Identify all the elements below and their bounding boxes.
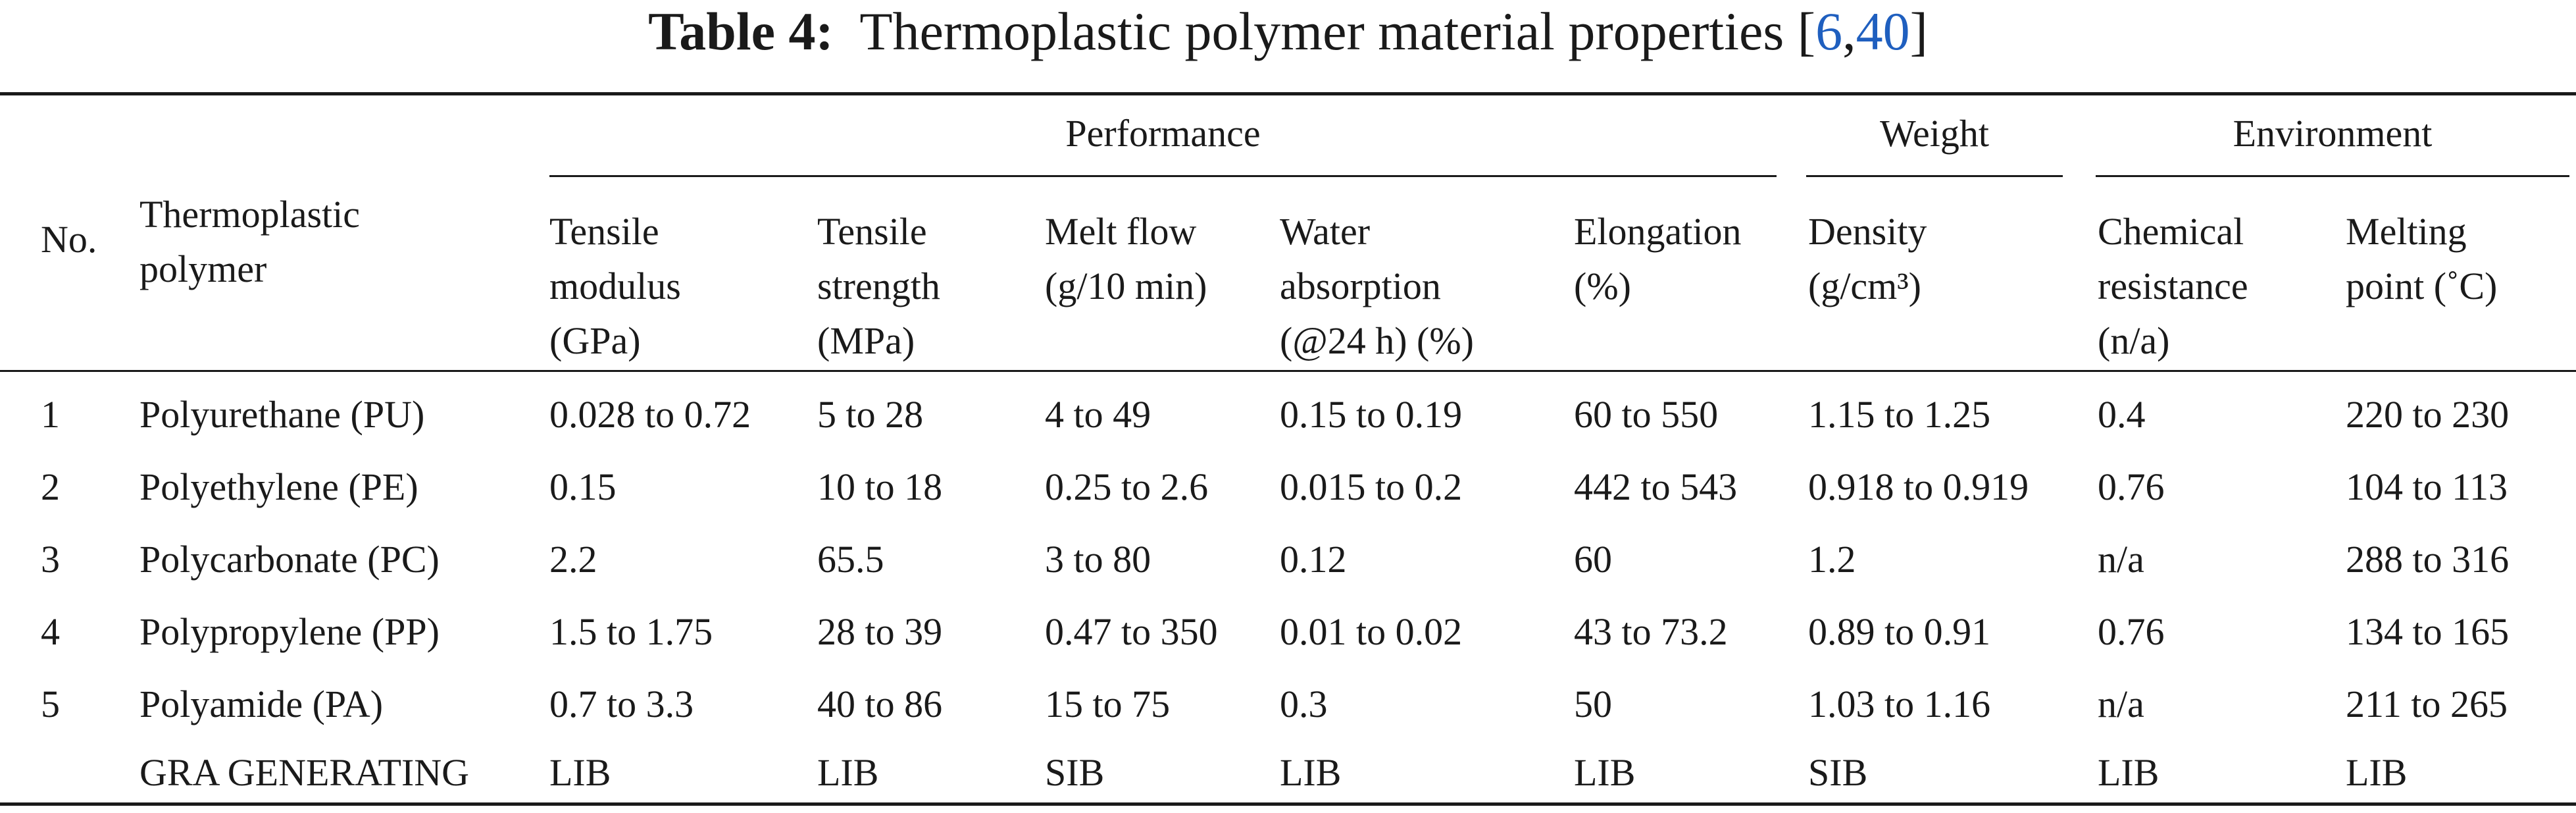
row-1-density: 1.15 to 1.25 bbox=[1808, 393, 1991, 436]
row-2-melt-flow: 0.25 to 2.6 bbox=[1045, 465, 1209, 508]
header-water-absorption: Water absorption (@24 h) (%) bbox=[1280, 210, 1474, 362]
row-3-density: 1.2 bbox=[1808, 538, 1856, 581]
row-gra-melt-flow: SIB bbox=[1045, 751, 1105, 794]
row-1-water-absorption: 0.15 to 0.19 bbox=[1280, 393, 1463, 436]
row-5-melting-point: 211 to 265 bbox=[2346, 683, 2508, 725]
row-1-melting-point: 220 to 230 bbox=[2346, 393, 2510, 436]
row-5-tensile-modulus: 0.7 to 3.3 bbox=[549, 683, 694, 725]
citation-link-40[interactable]: 40 bbox=[1856, 1, 1910, 61]
row-4-density: 0.89 to 0.91 bbox=[1808, 610, 1991, 653]
row-gra-density: SIB bbox=[1808, 751, 1868, 794]
row-3-elongation: 60 bbox=[1574, 538, 1612, 581]
row-1-melt-flow: 4 to 49 bbox=[1045, 393, 1151, 436]
row-2-tensile-strength: 10 to 18 bbox=[817, 465, 943, 508]
row-gra-elongation: LIB bbox=[1574, 751, 1636, 794]
group-rule-performance bbox=[549, 175, 1777, 177]
row-3-tensile-strength: 65.5 bbox=[817, 538, 884, 581]
header-rule bbox=[0, 370, 2576, 372]
group-rule-weight bbox=[1806, 175, 2063, 177]
row-2-no: 2 bbox=[41, 465, 60, 508]
group-header-environment: Environment bbox=[2233, 112, 2433, 155]
row-2-tensile-modulus: 0.15 bbox=[549, 465, 617, 508]
header-elongation: Elongation (%) bbox=[1574, 210, 1742, 307]
row-2-melting-point: 104 to 113 bbox=[2346, 465, 2508, 508]
row-5-water-absorption: 0.3 bbox=[1280, 683, 1328, 725]
table-caption: Table 4: Thermoplastic polymer material … bbox=[0, 0, 2576, 84]
table-top-rule bbox=[0, 92, 2576, 95]
header-melting-point: Melting point (˚C) bbox=[2346, 210, 2498, 307]
row-gra-label: GRA GENERATING bbox=[139, 751, 470, 794]
row-gra-melting-point: LIB bbox=[2346, 751, 2408, 794]
row-5-melt-flow: 15 to 75 bbox=[1045, 683, 1171, 725]
row-3-chemical-resistance: n/a bbox=[2098, 538, 2144, 581]
row-3-tensile-modulus: 2.2 bbox=[549, 538, 597, 581]
row-1-tensile-strength: 5 to 28 bbox=[817, 393, 924, 436]
row-4-melting-point: 134 to 165 bbox=[2346, 610, 2510, 653]
caption-comma: , bbox=[1842, 1, 1856, 61]
row-4-melt-flow: 0.47 to 350 bbox=[1045, 610, 1218, 653]
header-chemical-resistance: Chemical resistance (n/a) bbox=[2098, 210, 2248, 362]
header-no: No. bbox=[41, 218, 97, 261]
group-rule-environment bbox=[2096, 175, 2569, 177]
row-gra-water-absorption: LIB bbox=[1280, 751, 1342, 794]
row-3-water-absorption: 0.12 bbox=[1280, 538, 1347, 581]
row-1-chemical-resistance: 0.4 bbox=[2098, 393, 2146, 436]
row-gra-chemical-resistance: LIB bbox=[2098, 751, 2159, 794]
row-2-elongation: 442 to 543 bbox=[1574, 465, 1738, 508]
row-1-tensile-modulus: 0.028 to 0.72 bbox=[549, 393, 751, 436]
row-2-density: 0.918 to 0.919 bbox=[1808, 465, 2029, 508]
row-5-density: 1.03 to 1.16 bbox=[1808, 683, 1991, 725]
row-gra-tensile-modulus: LIB bbox=[549, 751, 611, 794]
row-4-tensile-modulus: 1.5 to 1.75 bbox=[549, 610, 713, 653]
row-5-tensile-strength: 40 to 86 bbox=[817, 683, 943, 725]
row-3-polymer: Polycarbonate (PC) bbox=[139, 538, 440, 581]
row-3-melt-flow: 3 to 80 bbox=[1045, 538, 1151, 581]
header-tensile-strength: Tensile strength (MPa) bbox=[817, 210, 940, 362]
row-4-tensile-strength: 28 to 39 bbox=[817, 610, 943, 653]
header-density: Density (g/cm³) bbox=[1808, 210, 1927, 307]
row-4-no: 4 bbox=[41, 610, 60, 653]
group-header-performance: Performance bbox=[1065, 112, 1261, 155]
row-1-polymer: Polyurethane (PU) bbox=[139, 393, 425, 436]
header-tensile-modulus: Tensile modulus (GPa) bbox=[549, 210, 681, 362]
row-5-polymer: Polyamide (PA) bbox=[139, 683, 384, 725]
row-2-polymer: Polyethylene (PE) bbox=[139, 465, 418, 508]
table-label: Table 4: bbox=[648, 1, 834, 61]
row-4-chemical-resistance: 0.76 bbox=[2098, 610, 2165, 653]
row-5-no: 5 bbox=[41, 683, 60, 725]
row-3-melting-point: 288 to 316 bbox=[2346, 538, 2510, 581]
row-1-no: 1 bbox=[41, 393, 60, 436]
caption-text: Thermoplastic polymer material propertie… bbox=[859, 1, 1816, 61]
header-melt-flow: Melt flow (g/10 min) bbox=[1045, 210, 1207, 307]
row-2-water-absorption: 0.015 to 0.2 bbox=[1280, 465, 1463, 508]
row-2-chemical-resistance: 0.76 bbox=[2098, 465, 2165, 508]
row-5-elongation: 50 bbox=[1574, 683, 1612, 725]
caption-close-bracket: ] bbox=[1909, 1, 1928, 61]
row-4-elongation: 43 to 73.2 bbox=[1574, 610, 1728, 653]
citation-link-6[interactable]: 6 bbox=[1815, 1, 1843, 61]
row-5-chemical-resistance: n/a bbox=[2098, 683, 2144, 725]
header-thermoplastic-polymer: Thermoplastic polymer bbox=[139, 193, 361, 290]
row-4-water-absorption: 0.01 to 0.02 bbox=[1280, 610, 1463, 653]
row-gra-tensile-strength: LIB bbox=[817, 751, 879, 794]
row-4-polymer: Polypropylene (PP) bbox=[139, 610, 440, 653]
row-3-no: 3 bbox=[41, 538, 60, 581]
row-1-elongation: 60 to 550 bbox=[1574, 393, 1719, 436]
group-header-weight: Weight bbox=[1879, 112, 1990, 155]
table-bottom-rule bbox=[0, 802, 2576, 806]
